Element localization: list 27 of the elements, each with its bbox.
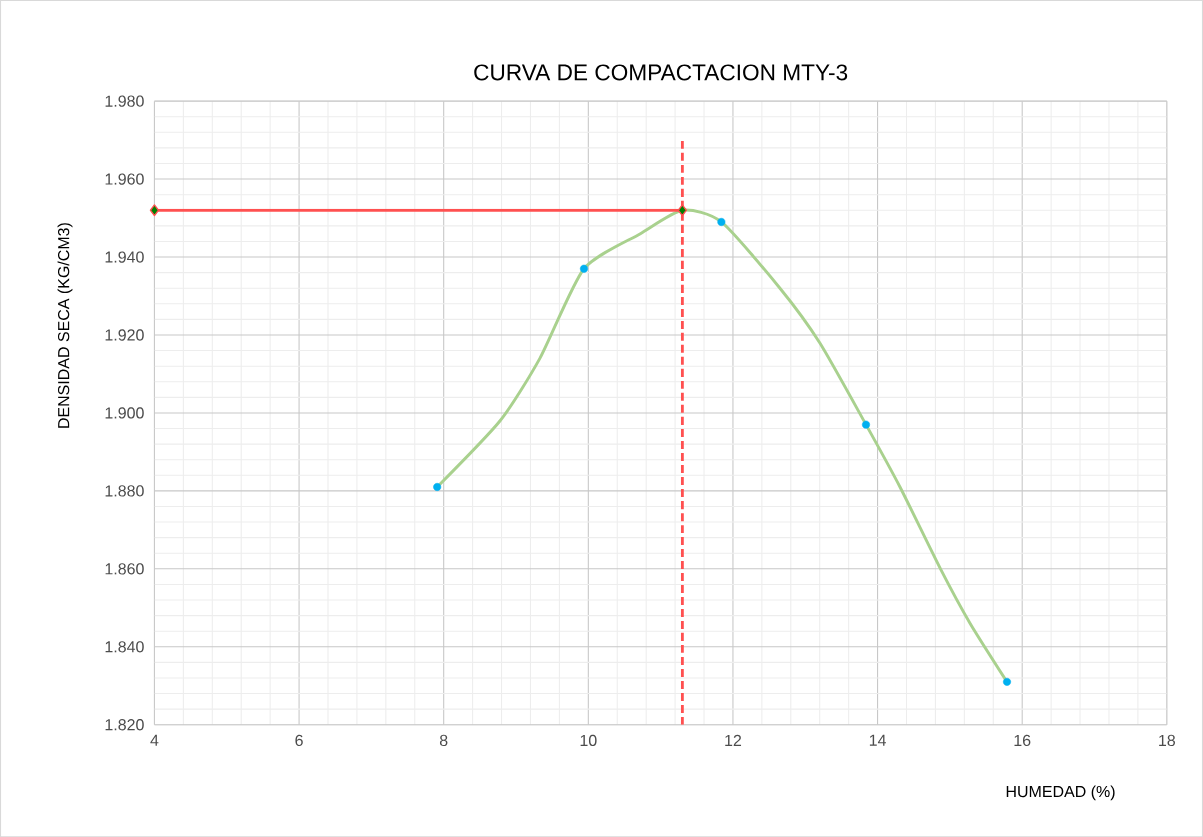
- x-tick-label: 8: [439, 734, 448, 746]
- x-tick-label: 14: [869, 734, 886, 746]
- x-tick-label: 16: [1014, 734, 1031, 746]
- chart-title: CURVA DE COMPACTACION MTY-3: [474, 64, 848, 81]
- point: [717, 217, 726, 226]
- point: [579, 264, 588, 273]
- y-tick-label: 1.880: [105, 485, 144, 497]
- x-axis-title: HUMEDAD (%): [1006, 785, 1115, 801]
- y-tick-label: 1.820: [105, 718, 144, 731]
- y-tick-label: 1.960: [105, 173, 144, 185]
- y-tick-label: 1.920: [105, 329, 144, 341]
- y-tick-label: 1.860: [105, 563, 144, 575]
- point: [149, 204, 160, 217]
- x-tick-label: 10: [580, 734, 597, 746]
- y-tick-label: 1.940: [105, 251, 144, 263]
- y-axis-title: DENSIDAD SECA (KG/CM3): [57, 223, 73, 428]
- point: [433, 482, 442, 491]
- x-tick-label: 4: [150, 734, 159, 746]
- x-tick-label: 6: [295, 734, 303, 746]
- y-tick-label: 1.900: [105, 407, 144, 419]
- x-tick-label: 18: [1159, 734, 1176, 746]
- x-tick-label: 12: [725, 734, 742, 746]
- y-tick-label: 1.980: [105, 95, 144, 107]
- point: [1003, 677, 1012, 686]
- point: [677, 204, 687, 217]
- point: [862, 420, 870, 429]
- y-tick-label: 1.840: [105, 641, 144, 653]
